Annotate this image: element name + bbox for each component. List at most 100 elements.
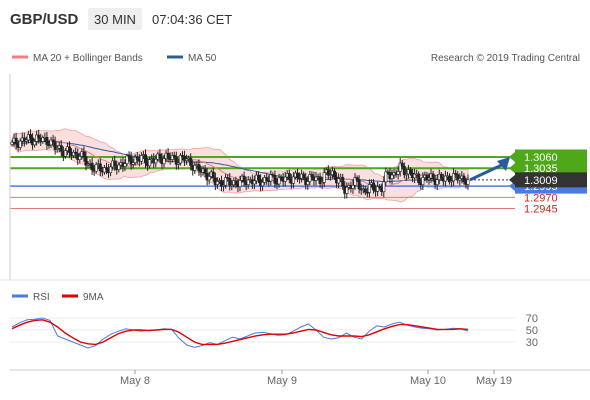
candle-body <box>102 167 106 173</box>
pair-title: GBP/USD <box>10 11 79 28</box>
candle-body <box>296 172 300 179</box>
candle-body <box>49 139 53 146</box>
candle-body <box>322 172 326 183</box>
candle-body <box>78 156 82 160</box>
candle-body <box>353 177 357 186</box>
candle-body <box>404 173 408 176</box>
candle-body <box>452 173 456 182</box>
candle-body <box>427 177 431 180</box>
candle-body <box>131 162 135 165</box>
timestamp: 07:04:36 CET <box>152 12 232 27</box>
candle-body <box>450 180 454 183</box>
candle-body <box>398 162 402 172</box>
candle-body <box>53 141 57 150</box>
bollinger-legend-label: MA 20 + Bollinger Bands <box>33 53 143 64</box>
candle-body <box>144 154 148 164</box>
source-credit: Research © 2019 Trading Central <box>431 53 580 64</box>
candle-body <box>458 178 462 181</box>
candle-body <box>211 171 215 179</box>
candle-body <box>291 176 295 184</box>
candle-body <box>90 162 94 170</box>
ma9-legend-label: 9MA <box>83 292 104 303</box>
candle-body <box>390 174 394 180</box>
candle-body <box>55 148 59 150</box>
candle-body <box>158 153 162 159</box>
candle-body <box>63 150 67 157</box>
candle-body <box>41 137 45 142</box>
candle-body <box>123 163 127 167</box>
ma9-line <box>11 319 469 346</box>
candle-body <box>345 186 349 194</box>
candle-body <box>326 169 330 176</box>
candle-body <box>220 180 224 187</box>
candle-body <box>443 175 447 182</box>
candle-body <box>408 169 412 174</box>
candle-body <box>246 179 250 186</box>
resistance-level-pointer <box>509 163 515 174</box>
candlesticks <box>10 129 470 199</box>
projection-arrow-shaft <box>469 161 507 182</box>
candle-body <box>125 155 129 164</box>
candle-body <box>328 174 332 176</box>
candle-body <box>384 171 388 183</box>
candle-body <box>425 174 429 180</box>
candle-body <box>367 184 371 193</box>
candle-body <box>139 155 143 162</box>
candle-body <box>234 180 238 185</box>
candle-body <box>162 158 166 165</box>
candle-body <box>283 176 287 182</box>
candle-body <box>154 158 158 164</box>
candle-body <box>207 176 211 181</box>
candle-body <box>28 134 32 139</box>
candle-body <box>265 177 269 181</box>
candle-body <box>127 155 131 158</box>
x-tick-label: May 10 <box>410 375 446 387</box>
candle-body <box>178 155 182 164</box>
current-price-pointer <box>509 174 515 185</box>
candle-body <box>252 180 256 185</box>
candle-body <box>135 156 139 160</box>
candle-body <box>129 156 133 165</box>
current-price-label: 1.3009 <box>524 175 558 187</box>
candle-body <box>269 174 273 182</box>
candle-body <box>59 145 63 152</box>
candle-body <box>337 178 341 184</box>
candle-body <box>109 166 113 173</box>
candle-body <box>82 151 86 157</box>
candle-body <box>84 156 88 166</box>
rsi-line <box>11 317 469 349</box>
candle-body <box>413 173 417 179</box>
candle-body <box>273 174 277 184</box>
resistance-level-pointer <box>509 152 515 162</box>
candle-body <box>448 175 452 183</box>
support-level-label: 1.2945 <box>524 204 558 216</box>
candle-body <box>24 139 28 142</box>
candle-body <box>462 175 466 183</box>
resistance-level-box <box>515 160 587 176</box>
candle-body <box>320 182 324 184</box>
candle-body <box>33 141 37 146</box>
candle-body <box>176 162 180 165</box>
candle-body <box>193 164 197 171</box>
timeframe-button[interactable] <box>88 8 142 30</box>
candle-body <box>302 173 306 178</box>
candle-body <box>332 170 336 178</box>
support-level-label: 1.2970 <box>524 192 558 204</box>
candle-body <box>45 137 49 145</box>
candle-body <box>133 156 137 163</box>
support-main-level-pointer <box>509 181 515 192</box>
candle-body <box>341 176 345 187</box>
candle-body <box>261 181 265 187</box>
candle-body <box>166 152 170 158</box>
candle-body <box>396 171 400 175</box>
candle-body <box>439 173 443 179</box>
candle-body <box>400 162 404 167</box>
candle-body <box>68 146 72 153</box>
candle-body <box>224 177 228 186</box>
candle-body <box>431 173 435 180</box>
current-price-box <box>515 172 587 188</box>
candle-body <box>174 156 178 165</box>
